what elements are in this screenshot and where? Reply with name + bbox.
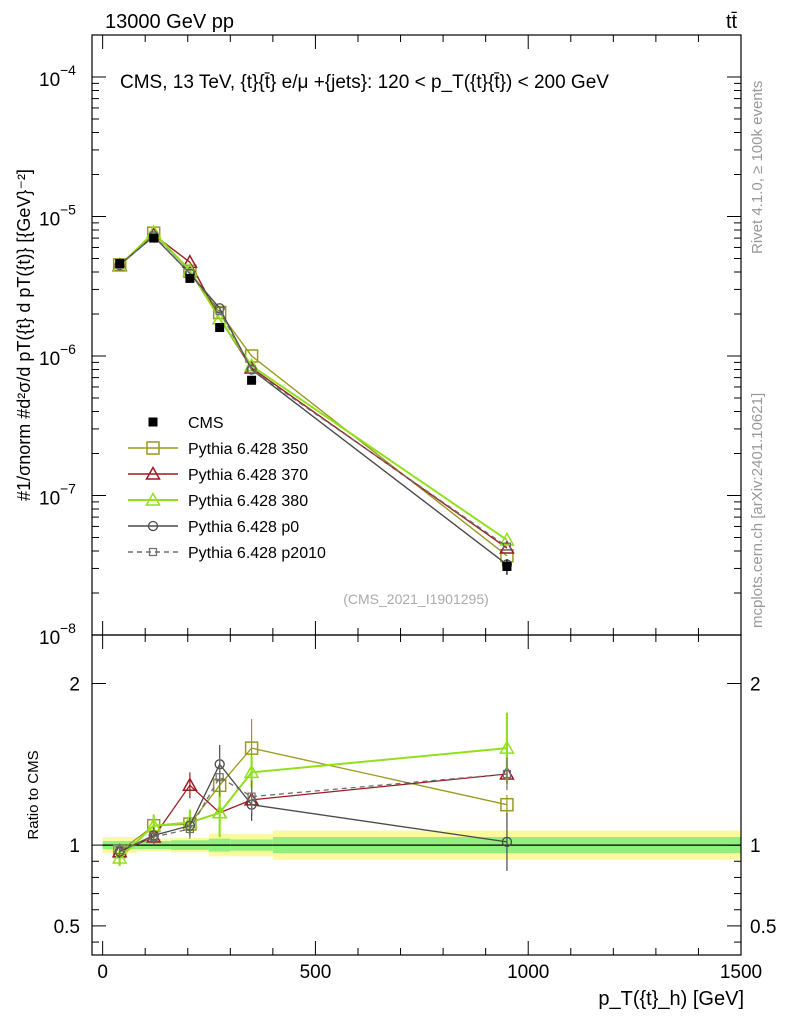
legend-entry-cms: CMS xyxy=(148,415,224,432)
y-tick-label: 10 xyxy=(39,209,60,230)
series-p380 xyxy=(111,224,515,546)
y-tick-label: 10 xyxy=(39,349,60,370)
x-tick-label: 1000 xyxy=(507,962,549,983)
legend-label-p370: Pythia 6.428 370 xyxy=(188,467,308,484)
legend-entry-p370: Pythia 6.428 370 xyxy=(128,465,308,484)
x-tick-label: 1500 xyxy=(720,962,762,983)
legend-label-p380: Pythia 6.428 380 xyxy=(188,493,308,510)
legend-entry-p380: Pythia 6.428 380 xyxy=(128,491,308,510)
series-line-p2010 xyxy=(119,234,508,548)
data-point-p370 xyxy=(182,254,198,268)
legend-entry-p2010: Pythia 6.428 p2010 xyxy=(128,545,326,562)
data-point-cms xyxy=(115,259,125,269)
y-tick-exponent: −6 xyxy=(60,341,76,357)
ratio-y-tick-label-right: 1 xyxy=(750,836,761,857)
series-line-p0 xyxy=(119,235,508,566)
legend-marker-p0 xyxy=(147,520,159,532)
y-tick-exponent: −5 xyxy=(60,201,76,217)
data-point-p2010 xyxy=(502,542,512,551)
ratio-point-p2010 xyxy=(247,792,256,801)
ratio-point-p380 xyxy=(243,764,260,779)
ratio-point-p350 xyxy=(244,741,259,755)
ratio-point-p380 xyxy=(211,804,228,819)
mcplots-label: mcplots.cern.ch [arXiv:2401.10621] xyxy=(749,393,766,628)
y-tick-label: 10 xyxy=(39,70,60,91)
data-point-cms xyxy=(149,233,159,243)
main-ylabel: #1/σnorm #d²σ/d pT({t} d pT({t)} [{GeV}⁻… xyxy=(14,169,34,501)
data-point-p380 xyxy=(243,357,260,372)
legend-label-p2010: Pythia 6.428 p2010 xyxy=(188,545,326,562)
ratio-point-p350 xyxy=(500,797,514,812)
ratio-line-p2010 xyxy=(119,773,507,851)
ratio-y-tick-label-right: 0.5 xyxy=(750,917,776,938)
data-point-cms xyxy=(247,375,257,385)
ratio-frame xyxy=(91,634,742,956)
ratio-point-p2010 xyxy=(115,845,124,855)
data-point-p2010 xyxy=(215,306,224,316)
ratio-ylabel: Ratio to CMS xyxy=(25,750,42,839)
legend-marker-p350 xyxy=(146,441,160,455)
legend-label-cms: CMS xyxy=(188,415,224,432)
data-point-cms xyxy=(215,323,225,333)
rivet-label: Rivet 4.1.0, ≥ 100k events xyxy=(749,81,766,254)
ratio-point-p2010 xyxy=(502,769,512,779)
y-tick-exponent: −8 xyxy=(60,620,76,636)
ratio-y-tick-label-right: 2 xyxy=(750,674,761,695)
analysis-watermark: (CMS_2021_I1901295) xyxy=(343,591,489,607)
legend: CMS Pythia 6.428 350 Pythia 6.428 370 Pythi… xyxy=(128,415,326,562)
legend-marker-p370 xyxy=(145,465,161,480)
legend-marker-p2010 xyxy=(148,547,158,557)
ratio-point-p370 xyxy=(182,777,198,792)
ratio-series-p2010 xyxy=(115,757,512,857)
ratio-y-tick-label: 0.5 xyxy=(54,917,80,938)
series-p0 xyxy=(114,231,513,570)
main-title: CMS, 13 TeV, {t}{t̄} e/μ +{jets}: 120 < … xyxy=(120,72,609,93)
ratio-point-p2010 xyxy=(149,832,158,842)
ratio-line-p0 xyxy=(119,763,508,853)
series-cms xyxy=(115,233,512,575)
data-point-p2010 xyxy=(247,365,256,374)
ratio-panel: 0.5 0.5 1 1 2 2 0 500 1000 1500 Ratio to CMS p_T(… xyxy=(25,634,776,1010)
series-p350 xyxy=(112,226,514,563)
x-tick-label: 0 xyxy=(97,962,108,983)
data-point-cms xyxy=(502,561,512,571)
y-tick-label: 10 xyxy=(39,628,60,649)
legend-entry-p0: Pythia 6.428 p0 xyxy=(128,519,299,536)
process-label: tt̄ xyxy=(726,11,738,33)
ratio-xlabel: p_T({t}_h) [GeV] xyxy=(598,988,744,1010)
data-point-p0 xyxy=(214,303,225,314)
ratio-point-p2010 xyxy=(185,824,194,834)
main-panel: 10−810−710−610−510−4 CMS, 13 TeV, {t}{t̄… xyxy=(14,34,742,649)
ratio-point-p380 xyxy=(499,740,515,754)
data-point-p0 xyxy=(246,364,257,375)
legend-label-p350: Pythia 6.428 350 xyxy=(188,441,308,458)
y-tick-exponent: −4 xyxy=(60,62,76,78)
collision-label: 13000 GeV pp xyxy=(105,11,234,33)
ratio-y-tick-label: 1 xyxy=(69,836,80,857)
legend-entry-p350: Pythia 6.428 350 xyxy=(128,441,308,458)
data-point-cms xyxy=(185,273,195,283)
legend-label-p0: Pythia 6.428 p0 xyxy=(188,519,299,536)
y-tick-label: 10 xyxy=(39,488,60,509)
ratio-y-tick-label: 2 xyxy=(69,674,80,695)
series-line-p380 xyxy=(118,230,508,541)
y-tick-exponent: −7 xyxy=(60,480,76,496)
ratio-point-p0 xyxy=(501,836,513,848)
ratio-point-p2010 xyxy=(215,773,224,782)
data-point-p380 xyxy=(499,531,515,546)
legend-swatch-cms xyxy=(148,417,158,427)
legend-marker-p380 xyxy=(145,491,161,506)
x-tick-label: 500 xyxy=(300,962,332,983)
ratio-point-p380 xyxy=(111,850,128,864)
